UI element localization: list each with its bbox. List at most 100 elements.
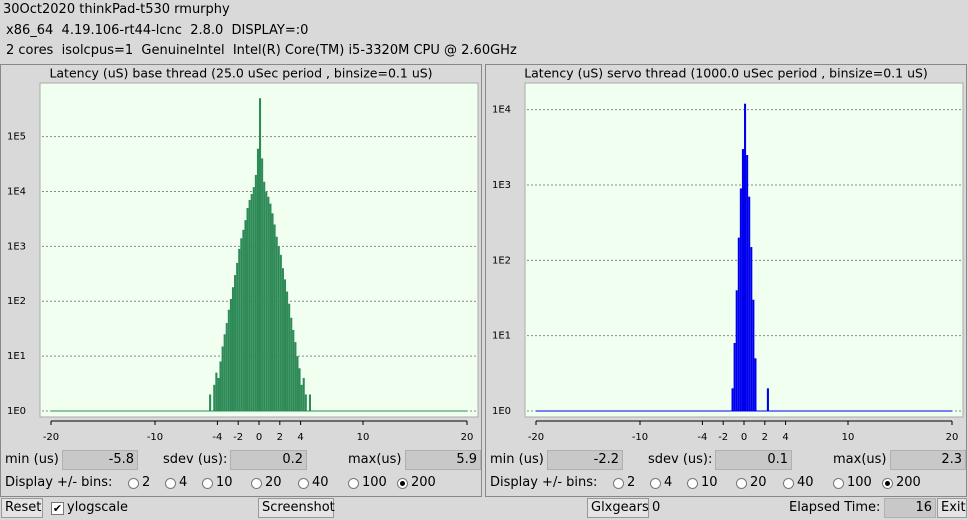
histogram-bar <box>213 384 216 411</box>
histogram-bar <box>731 388 734 411</box>
x-tick-label: 0 <box>256 432 262 443</box>
histogram-bar <box>744 103 747 412</box>
histogram-bar <box>231 287 235 411</box>
header-line: 30Oct2020 thinkPad-t530 rmurphy <box>3 2 230 17</box>
x-tick-label: -4 <box>212 432 222 443</box>
histogram-bar <box>265 191 268 411</box>
histogram-bar <box>279 254 282 411</box>
exit-button[interactable]: Exit <box>937 498 967 518</box>
bins-radio[interactable] <box>650 478 661 489</box>
glxgears-button[interactable]: Glxgears <box>587 498 649 518</box>
x-tick-label: -4 <box>697 432 707 443</box>
screenshot-button[interactable]: Screenshot <box>258 498 335 518</box>
x-tick-label: -20 <box>528 432 544 443</box>
histogram-bar <box>221 346 224 411</box>
bins-radio[interactable] <box>202 478 213 489</box>
histogram-bar <box>277 246 280 411</box>
histogram-bar <box>217 377 220 411</box>
chart-title: Latency (uS) servo thread (1000.0 uSec p… <box>524 66 928 81</box>
max-label: max(us) <box>833 452 887 467</box>
bins-radio[interactable] <box>687 478 698 489</box>
histogram-bar <box>294 342 297 411</box>
histogram-bar <box>250 193 253 411</box>
histogram-bar <box>288 303 291 411</box>
histogram-bar <box>234 275 237 411</box>
bins-option: 200 <box>411 475 436 490</box>
histogram-bar <box>269 203 272 411</box>
histogram-bar <box>261 158 264 411</box>
bins-radio[interactable] <box>882 478 893 489</box>
min-value: -5.8 <box>62 450 138 470</box>
histogram-bar <box>242 229 245 411</box>
histogram-bar <box>741 149 744 411</box>
histogram-bar <box>296 356 299 411</box>
histogram-bar <box>281 268 284 411</box>
x-tick-label: -2 <box>233 432 243 443</box>
bins-label: Display +/- bins: <box>5 475 113 490</box>
bins-option: 20 <box>265 475 282 490</box>
min-value: -2.2 <box>547 450 623 470</box>
histogram-bar <box>304 394 307 411</box>
bins-option: 200 <box>896 475 921 490</box>
max-value: 5.9 <box>405 450 481 470</box>
y-tick-label: 1E1 <box>492 331 511 342</box>
max-value: 2.3 <box>890 450 966 470</box>
max-label: max(us) <box>348 452 402 467</box>
x-tick-label: -20 <box>43 432 59 443</box>
histogram-bar <box>267 196 270 411</box>
histogram-bar <box>248 199 251 411</box>
histogram-panel: Latency (uS) base thread (25.0 uSec peri… <box>0 64 482 497</box>
histogram-bar <box>750 247 753 411</box>
x-tick-label: 2 <box>762 432 768 443</box>
histogram-bar <box>746 155 749 411</box>
elapsed-value: 16 <box>884 498 936 518</box>
glxgears-count: 0 <box>652 500 661 515</box>
bins-option: 4 <box>664 475 673 490</box>
bins-radio[interactable] <box>783 478 794 489</box>
histogram-bar <box>273 224 276 411</box>
y-tick-label: 1E3 <box>7 241 26 252</box>
y-tick-label: 1E3 <box>492 180 511 191</box>
bins-radio[interactable] <box>348 478 359 489</box>
histogram-bar <box>244 220 247 411</box>
bins-radio[interactable] <box>833 478 844 489</box>
histogram-bar <box>238 248 241 411</box>
bins-radio[interactable] <box>128 478 139 489</box>
histogram-chart: Latency (uS) base thread (25.0 uSec peri… <box>7 66 479 443</box>
y-tick-label: 1E0 <box>492 406 511 417</box>
x-tick-label: 20 <box>946 432 959 443</box>
histogram-panel: Latency (uS) servo thread (1000.0 uSec p… <box>485 64 967 497</box>
histogram-bar <box>298 368 301 411</box>
histogram-bar <box>290 317 293 411</box>
y-tick-label: 1E0 <box>7 406 26 417</box>
y-tick-label: 1E2 <box>492 255 511 266</box>
histogram-bar <box>219 361 222 411</box>
histogram-bar <box>215 372 218 411</box>
reset-button[interactable]: Reset <box>1 498 43 518</box>
histogram-bar <box>283 279 287 411</box>
x-tick-label: -10 <box>147 432 163 443</box>
bins-radio[interactable] <box>165 478 176 489</box>
histogram-bar <box>256 148 259 411</box>
bins-radio[interactable] <box>397 478 408 489</box>
y-tick-label: 1E5 <box>7 132 26 143</box>
elapsed-label: Elapsed Time: <box>789 500 881 515</box>
bins-option: 100 <box>847 475 872 490</box>
bins-option: 40 <box>797 475 814 490</box>
bins-radio[interactable] <box>298 478 309 489</box>
bins-radio[interactable] <box>736 478 747 489</box>
bins-radio[interactable] <box>251 478 262 489</box>
bins-option: 20 <box>750 475 767 490</box>
min-label: min (us) <box>5 452 59 467</box>
bins-option: 4 <box>179 475 188 490</box>
x-tick-label: 4 <box>782 432 788 443</box>
histogram-bar <box>300 384 303 411</box>
histogram-bar <box>748 196 751 411</box>
histogram-bar <box>302 377 305 411</box>
y-tick-label: 1E4 <box>7 186 26 197</box>
bins-option: 10 <box>216 475 233 490</box>
x-tick-label: 10 <box>357 432 370 443</box>
ylogscale-checkbox[interactable]: ✔ <box>51 502 64 515</box>
bins-radio[interactable] <box>613 478 624 489</box>
